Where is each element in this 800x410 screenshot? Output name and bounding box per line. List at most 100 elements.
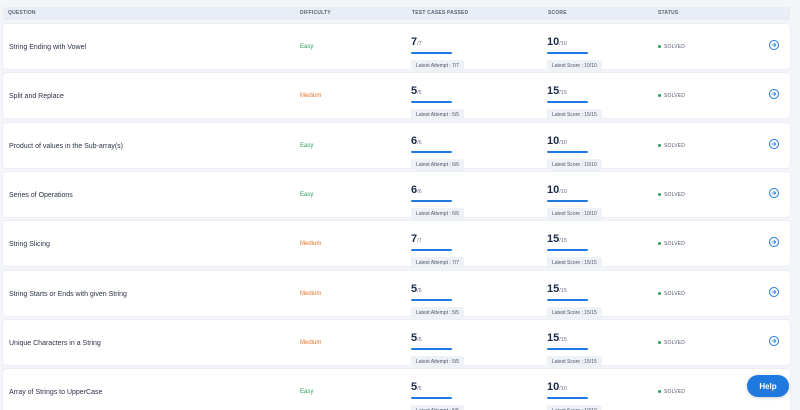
status-badge: SOLVED [658,389,685,395]
score-earned: 15 [547,331,560,344]
table-row[interactable]: Series of Operations Easy 6/6 Latest Att… [3,171,790,220]
status-label: SOLVED [664,290,686,297]
question-name[interactable]: Split and Replace [9,93,64,101]
test-cases-passed: 5 [411,381,418,394]
arrow-right-circle-icon[interactable] [769,237,779,248]
header-difficulty: DIFFICULTY [300,10,331,16]
status-badge: SOLVED [658,44,685,50]
difficulty-label: Easy [300,389,314,396]
test-cases-value: 5/5 [411,377,521,395]
test-cases-cell: 7/7 Latest Attempt : 7/7 [411,229,521,270]
score-value: 10/10 [547,131,657,149]
score-earned: 10 [547,183,560,196]
test-cases-value: 5/5 [411,328,521,346]
question-name[interactable]: Product of values in the Sub-array(s) [9,142,123,150]
status-label: SOLVED [664,93,686,100]
score-value: 10/10 [547,180,657,198]
test-cases-total: /5 [417,90,422,97]
test-cases-value: 7/7 [411,32,521,50]
score-value: 10/10 [547,377,657,395]
dot-icon [658,143,661,147]
dot-icon [658,340,661,344]
test-cases-cell: 6/6 Latest Attempt : 6/6 [411,131,521,171]
latest-attempt-pill: Latest Attempt : 7/7 [411,60,465,72]
score-total: /10 [559,386,567,393]
score-total: /15 [559,90,567,97]
test-cases-value: 5/5 [411,279,521,297]
latest-score-pill: Latest Score : 15/15 [547,257,602,270]
test-cases-passed: 5 [411,85,418,98]
score-total: /10 [559,41,567,47]
table-row[interactable]: String Slicing Medium 7/7 Latest Attempt… [3,221,790,270]
latest-attempt-pill: Latest Attempt : 5/5 [411,355,465,368]
latest-score-pill: Latest Score : 10/10 [547,60,602,72]
table-header: QUESTION DIFFICULTY TEST CASES PASSED SC… [3,7,790,20]
status-label: SOLVED [664,339,686,346]
table-row[interactable]: Array of Strings to UpperCase Easy 5/5 L… [3,369,790,410]
score-progress-bar [547,52,588,54]
score-progress-bar [547,249,588,252]
test-cases-total: /5 [417,386,422,393]
score-value: 15/15 [547,328,657,346]
test-cases-total: /5 [417,287,422,294]
difficulty-label: Easy [300,44,314,50]
table-row[interactable]: Product of values in the Sub-array(s) Ea… [3,122,790,171]
latest-attempt-pill: Latest Attempt : 5/5 [411,109,465,122]
score-cell: 10/10 Latest Score : 10/10 [547,32,657,72]
test-cases-value: 5/5 [411,81,521,99]
arrow-right-circle-icon[interactable] [769,335,779,346]
score-earned: 15 [547,85,560,98]
score-cell: 10/10 Latest Score : 10/10 [547,131,657,171]
score-total: /10 [559,188,567,195]
latest-attempt-pill: Latest Attempt : 7/7 [411,257,465,270]
test-cases-value: 7/7 [411,229,521,247]
table-row[interactable]: String Starts or Ends with given String … [3,270,790,319]
test-cases-passed: 6 [411,183,418,196]
latest-attempt-pill: Latest Attempt : 5/5 [411,405,465,410]
question-name[interactable]: String Ending with Vowel [9,44,87,51]
score-earned: 15 [547,233,560,246]
table-row[interactable]: String Ending with Vowel Easy 7/7 Latest… [3,24,790,72]
table-row[interactable]: Unique Characters in a String Medium 5/5… [3,319,790,368]
difficulty-label: Medium [300,339,322,346]
test-cases-cell: 5/5 Latest Attempt : 5/5 [411,377,521,410]
arrow-right-circle-icon[interactable] [769,40,779,50]
test-cases-progress-bar [411,347,452,350]
score-cell: 15/15 Latest Score : 15/15 [547,279,657,319]
score-progress-bar [547,298,588,301]
test-cases-cell: 5/5 Latest Attempt : 5/5 [411,81,521,122]
dot-icon [658,242,661,246]
latest-score-pill: Latest Score : 10/10 [547,158,602,171]
dot-icon [658,193,661,197]
test-cases-total: /5 [417,336,422,343]
arrow-right-circle-icon[interactable] [769,89,779,100]
score-earned: 10 [547,381,560,394]
test-cases-value: 6/6 [411,131,521,149]
question-name[interactable]: Unique Characters in a String [9,339,101,347]
question-name[interactable]: String Slicing [9,241,50,249]
question-name[interactable]: Series of Operations [9,191,73,199]
test-cases-total: /6 [417,139,422,146]
test-cases-passed: 5 [411,331,418,344]
question-name[interactable]: String Starts or Ends with given String [9,290,127,298]
test-cases-passed: 6 [411,134,418,147]
score-value: 15/15 [547,81,657,99]
latest-score-pill: Latest Score : 15/15 [547,109,602,122]
status-label: SOLVED [664,142,686,149]
arrow-right-circle-icon[interactable] [769,187,779,198]
difficulty-label: Medium [300,241,322,248]
difficulty-label: Easy [300,191,314,198]
status-label: SOLVED [664,241,686,248]
help-button[interactable]: Help [747,375,789,397]
table-row[interactable]: Split and Replace Medium 5/5 Latest Atte… [3,73,790,122]
latest-attempt-pill: Latest Attempt : 5/5 [411,306,465,319]
score-cell: 15/15 Latest Score : 15/15 [547,229,657,270]
latest-score-pill: Latest Score : 10/10 [547,405,602,410]
question-name[interactable]: Array of Strings to UpperCase [9,389,103,397]
header-score: SCORE [548,10,567,16]
difficulty-label: Medium [300,290,322,297]
arrow-right-circle-icon[interactable] [769,286,779,297]
latest-attempt-pill: Latest Attempt : 6/6 [411,158,465,171]
score-value: 15/15 [547,229,657,247]
arrow-right-circle-icon[interactable] [769,138,779,149]
